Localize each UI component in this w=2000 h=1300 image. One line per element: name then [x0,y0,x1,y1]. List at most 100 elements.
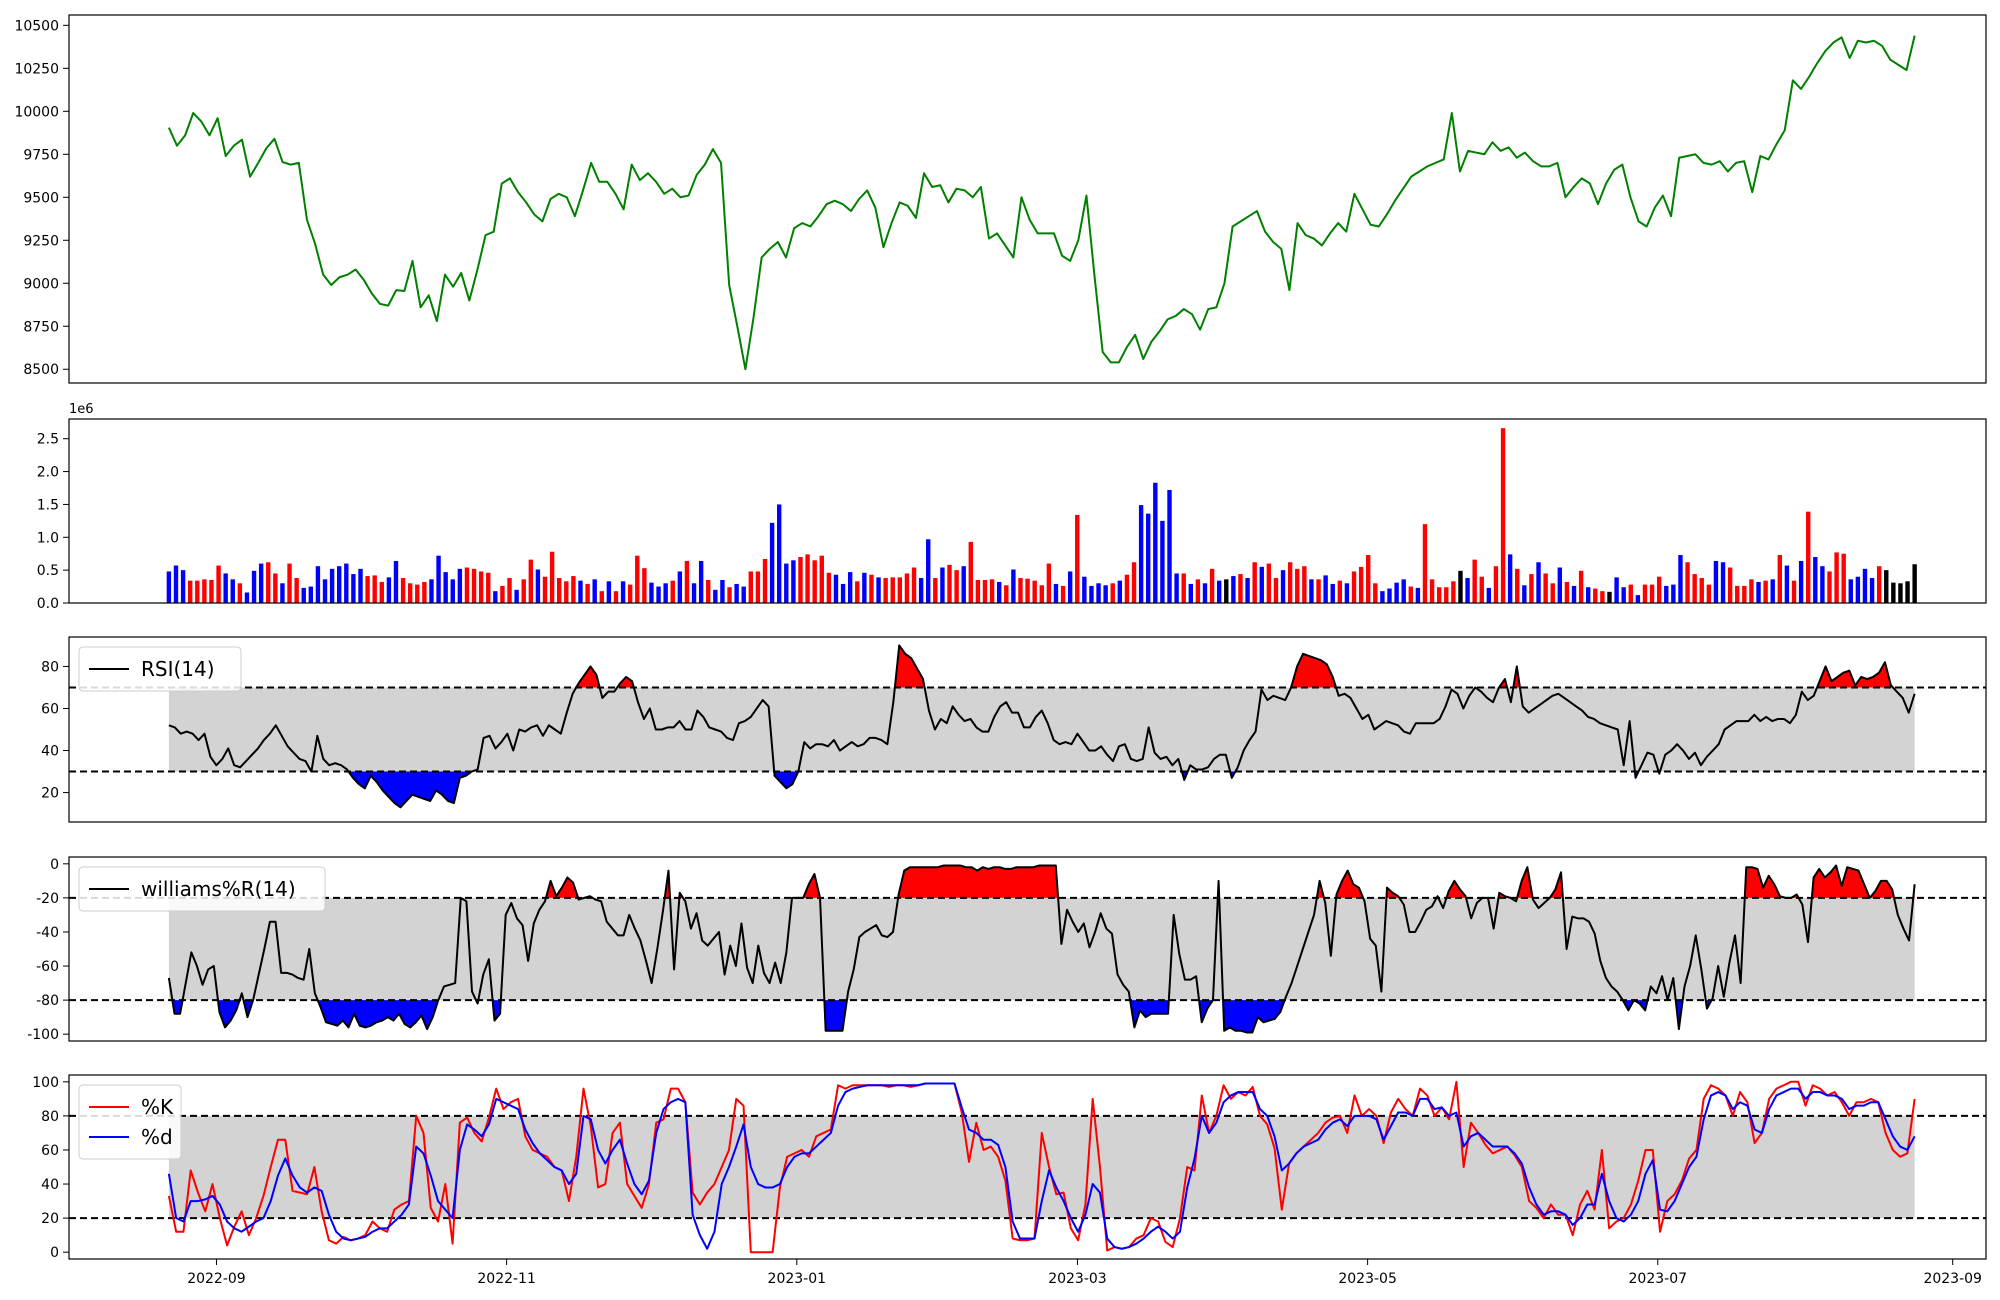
volume-bar [755,571,761,603]
volume-bar [1685,562,1690,603]
oversold-fill [348,771,472,808]
volume-bar [1656,576,1662,603]
volume-bar [1536,562,1541,603]
volume-bar [287,563,292,603]
volume-bar [351,574,356,603]
volume-bar [329,568,335,603]
volume-bar [1465,578,1470,603]
rsi-panel: RSI(14) 20 40 60 80 [41,636,1987,823]
overbought-fill [1817,662,1893,688]
volume-bar [855,581,860,603]
volume-bar [1515,568,1520,603]
overbought-fill [791,874,821,898]
volume-bar [791,560,796,603]
volume-bar [1884,570,1889,603]
volume-bar [1827,571,1832,603]
volume-bar [1458,570,1463,603]
volume-bar [613,591,619,603]
volume-bar [1188,583,1193,603]
volume-bar [173,565,179,603]
volume-bar [904,573,910,603]
volume-bar [1224,579,1229,603]
volume-bar [698,560,704,603]
volume-bar [890,577,895,603]
y-tick-label: 10250 [14,61,59,77]
volume-bar [677,571,683,603]
volume-bar [1699,578,1704,603]
volume-bar [1472,559,1477,603]
volume-bar [1763,580,1768,603]
oversold-fill [824,1000,847,1031]
volume-bar [1146,513,1151,603]
y-tick-label: 9250 [23,233,59,249]
volume-bar [1252,562,1257,603]
series-line-0 [167,864,1916,1034]
y-tick-label: 20 [41,1211,59,1227]
volume-bar [1209,568,1215,603]
volume-bar [1422,524,1428,603]
volume-bar [542,576,548,603]
volume-bar [1642,584,1648,603]
volume-bar [1720,562,1726,603]
volume-bar [344,563,349,603]
volume-bar [1053,583,1059,603]
y-tick-label: 8500 [23,362,59,378]
volume-bar [1557,567,1563,603]
volume-bar [478,571,484,603]
y-tick-label: 10500 [14,18,59,34]
volume-bar [1167,489,1172,603]
volume-bar [918,578,924,603]
volume-bar [1522,585,1527,603]
overbought-fill [1744,867,1799,898]
volume-bar [1004,585,1009,603]
volume-bar [1046,563,1052,603]
oversold-fill [1223,1000,1285,1033]
overbought-fill [898,865,1059,898]
legend-box [78,646,242,692]
volume-bar [1273,578,1279,603]
volume-bar [627,584,633,603]
volume-bar [1742,585,1747,603]
volume-bar [1479,576,1484,603]
price-line [167,35,1916,371]
volume-bar [1075,514,1080,603]
volume-bar [982,580,988,603]
volume-bar [1323,575,1328,603]
volume-bar [1429,579,1435,603]
volume-bar [706,580,711,603]
x-tick-label: 2023-05 [1338,1271,1397,1287]
volume-bar [443,572,448,603]
volume-bar [1415,587,1421,603]
volume-bar [315,566,321,603]
volume-bar [301,587,306,603]
legend-label: williams%R(14) [141,877,296,901]
volume-bar [1117,580,1123,603]
volume-bar [1138,505,1144,603]
y-tick-label: -100 [27,1027,59,1043]
volume-bar [1777,555,1783,603]
volume-bar [1500,428,1506,603]
volume-bar [1770,579,1775,603]
volume-bar [1032,580,1037,603]
y-tick-label: 0 [50,857,59,873]
volume-bar [187,580,193,603]
volume-bar [1337,580,1343,603]
volume-bar [1628,584,1633,603]
y-tick-label: 0 [50,1245,59,1261]
volume-bar [1153,482,1158,603]
volume-bar [337,566,342,603]
volume-bar [926,539,931,603]
volume-bar [798,557,803,603]
volume-bar [592,579,597,603]
volume-bar [1018,578,1023,603]
volume-bar [1266,563,1272,603]
volume-bar [996,581,1002,603]
volume-bar [1344,583,1350,603]
volume-bar [1259,566,1264,603]
volume-bar [1664,585,1669,603]
volume-bar [847,572,853,603]
volume-bar [812,560,817,603]
volume-bar [606,581,612,603]
volume-bar [1067,571,1073,603]
volume-bar [897,577,903,603]
